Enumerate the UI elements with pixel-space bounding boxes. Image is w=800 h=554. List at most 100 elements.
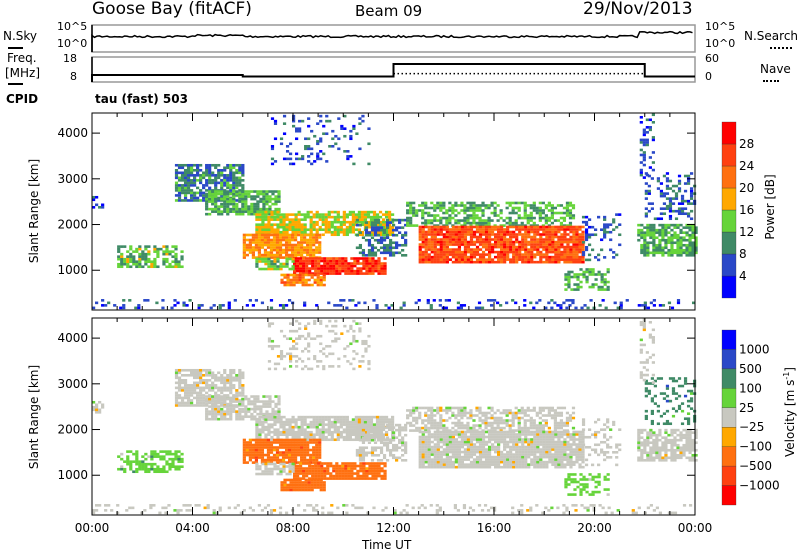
power-cell xyxy=(223,176,227,180)
power-cell xyxy=(424,224,428,227)
power-cell xyxy=(214,174,218,177)
power-cell xyxy=(433,216,437,220)
power-cell xyxy=(674,184,679,188)
velocity-cell xyxy=(165,470,169,474)
velocity-cell xyxy=(208,373,212,377)
velocity-cell xyxy=(238,394,242,397)
power-cell xyxy=(694,228,698,232)
velocity-cell xyxy=(205,386,209,390)
power-cell xyxy=(330,223,334,226)
velocity-cell xyxy=(399,511,403,515)
power-cell xyxy=(509,235,513,239)
power-cell xyxy=(129,257,133,261)
power-cell xyxy=(433,240,437,244)
power-cell xyxy=(557,225,561,229)
power-cell xyxy=(521,253,525,256)
power-cell xyxy=(250,202,254,206)
velocity-cell xyxy=(189,371,194,375)
velocity-cell xyxy=(202,389,206,392)
power-cell xyxy=(361,236,366,240)
power-cell xyxy=(301,278,305,282)
power-cell xyxy=(584,246,589,249)
power-cell xyxy=(395,226,399,229)
velocity-cell xyxy=(309,435,313,439)
velocity-cell xyxy=(177,457,181,461)
power-cell xyxy=(384,210,389,214)
power-cell xyxy=(315,248,319,252)
power-cell xyxy=(290,233,295,237)
power-cell xyxy=(92,206,96,209)
power-cell xyxy=(659,217,664,221)
power-cell xyxy=(505,221,509,225)
power-cell xyxy=(645,173,649,177)
velocity-cell xyxy=(238,404,242,407)
power-cell xyxy=(694,246,698,250)
power-cell xyxy=(645,131,649,134)
velocity-cell xyxy=(324,415,328,419)
velocity-cell xyxy=(272,446,277,449)
power-cell xyxy=(323,269,327,273)
velocity-cell xyxy=(583,506,587,510)
velocity-cell xyxy=(300,453,304,457)
velocity-cell xyxy=(335,477,339,480)
power-cell xyxy=(323,272,327,275)
power-cell xyxy=(557,253,561,256)
power-cell xyxy=(436,248,440,251)
power-cell xyxy=(568,216,573,220)
power-cell xyxy=(424,201,428,205)
power-cell xyxy=(421,214,425,217)
power-cell xyxy=(463,209,467,212)
power-cell xyxy=(226,200,230,203)
power-cell xyxy=(594,273,598,276)
velocity-cell xyxy=(390,420,395,424)
velocity-cell xyxy=(341,474,345,478)
power-cell xyxy=(472,248,477,251)
power-cell xyxy=(273,119,278,123)
power-cell xyxy=(223,166,227,170)
power-cell xyxy=(427,260,431,264)
power-cell xyxy=(439,230,443,234)
power-cell xyxy=(582,275,586,279)
power-cell xyxy=(530,248,534,251)
power-cell xyxy=(567,285,571,289)
power-cell xyxy=(579,273,583,276)
power-cell xyxy=(199,199,203,202)
power-cell xyxy=(566,250,570,254)
velocity-cell xyxy=(223,395,227,398)
power-cell xyxy=(433,260,437,264)
velocity-cell xyxy=(339,415,343,419)
power-cell xyxy=(255,257,259,261)
power-cell xyxy=(648,126,652,129)
power-cell xyxy=(530,235,534,239)
power-cell xyxy=(497,225,501,229)
power-cell xyxy=(648,166,652,169)
power-cell xyxy=(305,259,309,263)
power-cell xyxy=(104,304,108,307)
velocity-cell xyxy=(214,396,218,400)
power-cell xyxy=(255,230,259,234)
power-cell xyxy=(436,250,440,254)
power-cell xyxy=(342,233,346,237)
velocity-cell xyxy=(348,428,352,431)
power-cell xyxy=(351,299,355,302)
velocity-cell xyxy=(353,467,357,470)
power-cell xyxy=(273,260,277,263)
cpid-label: CPID xyxy=(6,92,39,106)
velocity-cell xyxy=(242,448,246,452)
power-cell xyxy=(436,225,440,229)
power-cell xyxy=(282,230,286,234)
power-cell xyxy=(551,248,555,251)
velocity-cell xyxy=(347,469,351,473)
velocity-cell xyxy=(229,381,233,385)
power-cell xyxy=(542,260,546,264)
power-cell xyxy=(457,245,462,249)
velocity-cell xyxy=(214,376,218,380)
power-cell xyxy=(241,197,245,201)
power-cell xyxy=(463,204,467,207)
velocity-cell xyxy=(239,511,243,515)
velocity-cell xyxy=(610,511,614,515)
power-cell xyxy=(478,253,483,256)
velocity-cell xyxy=(211,417,215,421)
power-cell xyxy=(500,240,504,244)
velocity-cell xyxy=(229,379,233,382)
